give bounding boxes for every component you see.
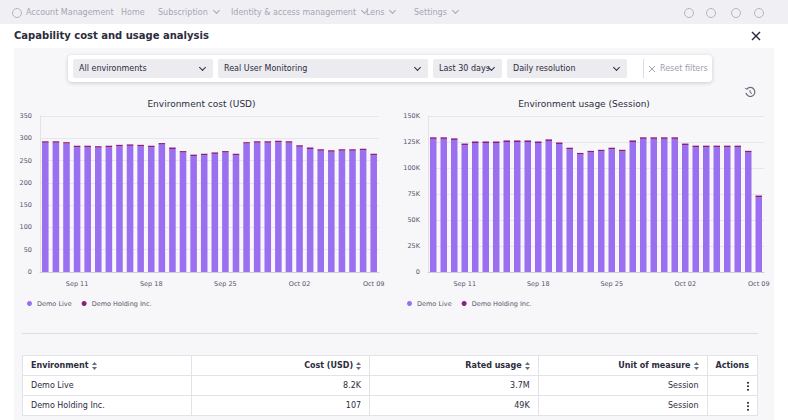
html-text:Capability cost and usage anal: Capability cost and usage analysis bbox=[14, 30, 209, 41]
html-text:Rated usage: Rated usage bbox=[465, 361, 522, 370]
svg-text:Demo Holding Inc.: Demo Holding Inc. bbox=[472, 300, 532, 308]
svg-text:75K: 75K bbox=[407, 190, 420, 198]
svg-text:50K: 50K bbox=[407, 216, 420, 224]
html-text:Daily resolution: Daily resolution bbox=[513, 64, 576, 73]
svg-text:300: 300 bbox=[20, 134, 32, 142]
html-text:Last 30 days: Last 30 days bbox=[439, 64, 490, 73]
svg-text:Sep 11: Sep 11 bbox=[453, 280, 476, 288]
svg-text:0: 0 bbox=[28, 268, 32, 276]
svg-text:0: 0 bbox=[416, 268, 420, 276]
html-text:Demo Holding Inc.: Demo Holding Inc. bbox=[31, 401, 105, 410]
svg-text:150: 150 bbox=[20, 201, 32, 209]
html-text:Account Management: Account Management bbox=[26, 8, 114, 17]
svg-text:Oct 02: Oct 02 bbox=[674, 280, 696, 288]
svg-text:100K: 100K bbox=[403, 164, 420, 172]
html-text:Lens: Lens bbox=[366, 8, 385, 17]
html-text:8.2K: 8.2K bbox=[343, 381, 362, 390]
svg-text:Demo Live: Demo Live bbox=[417, 300, 452, 308]
html-text:Reset filters: Reset filters bbox=[660, 64, 708, 73]
html-text:107: 107 bbox=[345, 401, 362, 410]
svg-text:Sep 18: Sep 18 bbox=[527, 280, 550, 288]
svg-text:Environment cost (USD): Environment cost (USD) bbox=[147, 99, 255, 109]
html-text:All environments: All environments bbox=[79, 64, 147, 73]
html-text:Home: Home bbox=[121, 8, 145, 17]
svg-text:200: 200 bbox=[20, 179, 32, 187]
html-text:Settings: Settings bbox=[414, 8, 447, 17]
svg-text:150K: 150K bbox=[403, 112, 420, 120]
html-text:Real User Monitoring: Real User Monitoring bbox=[224, 64, 308, 73]
svg-text:Demo Live: Demo Live bbox=[37, 300, 72, 308]
svg-text:Sep 25: Sep 25 bbox=[214, 280, 237, 288]
html-text:Session: Session bbox=[668, 381, 699, 390]
svg-text:Demo Holding Inc.: Demo Holding Inc. bbox=[92, 300, 152, 308]
svg-text:Oct 02: Oct 02 bbox=[289, 280, 311, 288]
svg-text:Environment usage (Session): Environment usage (Session) bbox=[518, 99, 650, 109]
html-text:3.7M: 3.7M bbox=[510, 381, 530, 390]
html-text:49K: 49K bbox=[514, 401, 530, 410]
svg-text:25K: 25K bbox=[407, 242, 420, 250]
html-text:Demo Live: Demo Live bbox=[31, 381, 74, 390]
svg-text:100: 100 bbox=[20, 223, 32, 231]
svg-text:125K: 125K bbox=[403, 138, 420, 146]
html-text:Actions: Actions bbox=[715, 361, 749, 370]
html-text:Session: Session bbox=[668, 401, 699, 410]
html-text:Subscription: Subscription bbox=[158, 8, 208, 17]
svg-text:Sep 18: Sep 18 bbox=[140, 280, 163, 288]
svg-text:Oct 09: Oct 09 bbox=[748, 280, 770, 288]
svg-text:Oct 09: Oct 09 bbox=[363, 280, 385, 288]
svg-text:350: 350 bbox=[20, 112, 32, 120]
svg-text:Sep 11: Sep 11 bbox=[66, 280, 89, 288]
svg-text:250: 250 bbox=[20, 157, 32, 165]
html-text:Unit of measure: Unit of measure bbox=[618, 361, 691, 370]
svg-text:Sep 25: Sep 25 bbox=[600, 280, 623, 288]
html-text:Cost (USD): Cost (USD) bbox=[304, 361, 354, 370]
svg-text:50: 50 bbox=[24, 246, 32, 254]
html-text:Identity & access management: Identity & access management bbox=[231, 8, 357, 17]
html-text:Environment: Environment bbox=[31, 361, 89, 370]
